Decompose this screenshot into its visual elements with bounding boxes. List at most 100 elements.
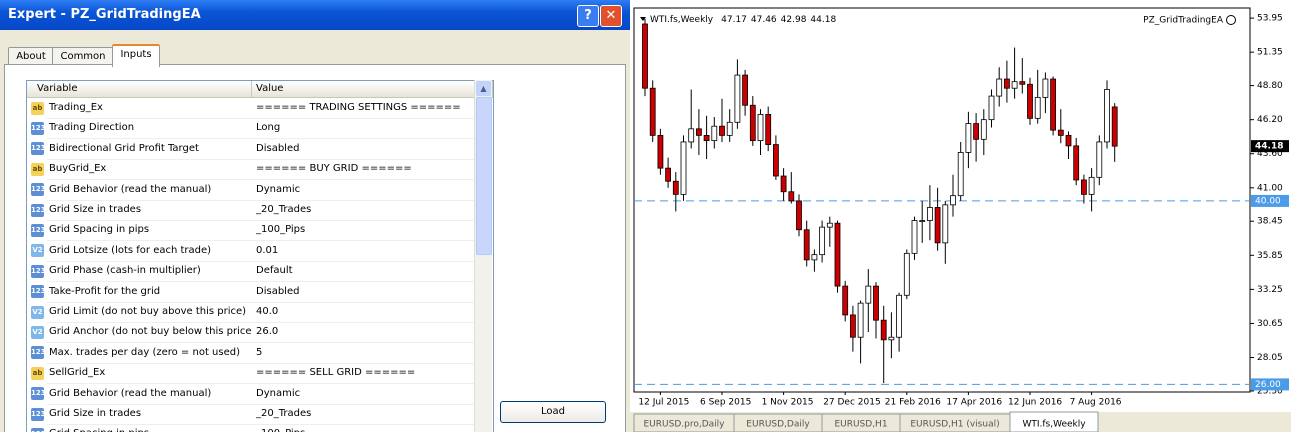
candle-body [826,222,833,228]
header-field: 42.98 [781,15,807,25]
candle-body [834,222,841,287]
expert-name: PZ_GridTradingEA [1143,16,1224,26]
row-icon: 123 [31,142,46,156]
candle-body [873,285,879,321]
variable-cell: Grid Size in trades [47,200,252,221]
row-icon: 123 [31,427,46,432]
header-field: 44.18 [810,15,836,25]
expert-smiley [1226,15,1236,25]
close-button[interactable]: ✕ [600,5,622,27]
variable-cell: Bidirectional Grid Profit Target [47,139,252,160]
value-cell: _20_Trades [252,404,492,425]
help-button[interactable]: ? [577,5,599,27]
candle-body [980,119,987,140]
value-cell: _100_Pips [252,424,492,432]
scroll-thumb[interactable] [476,97,492,255]
candle-body [1003,78,1010,89]
header-field: 47.17 [721,15,747,25]
candle-body [903,252,910,296]
candle-body [696,128,702,136]
chart-tab-label: WTI.fs,Weekly [1022,420,1086,430]
variable-cell: Take-Profit for the grid [47,282,252,303]
candle-body [749,104,756,142]
candle-body [711,125,718,142]
row-icon: 123 [31,264,46,278]
variable-cell: Grid Spacing in pips [47,424,252,432]
x-tick-label: 21 Feb 2016 [885,398,941,408]
price-tag [1251,140,1289,153]
variable-cell: Grid Behavior (read the manual) [47,180,252,201]
row-icon: ab [31,366,44,380]
candle-body [1057,129,1064,136]
candle-body [1096,141,1103,178]
candle-body [1065,134,1072,147]
candle-body [896,294,903,338]
candle-body [1011,81,1018,89]
variable-cell: Grid Behavior (read the manual) [47,384,252,405]
row-icon: 123 [31,407,46,421]
candle-body [772,144,779,177]
variable-cell: Grid Size in trades [47,404,252,425]
candle-body [865,285,872,304]
candle-body [780,175,787,193]
scroll-up[interactable]: ▲ [476,81,491,96]
x-tick-label: 1 Nov 2015 [762,398,814,408]
tab[interactable]: Common [52,47,114,65]
row-icon: 123 [31,183,46,197]
variable-cell: Trading_Ex [47,98,252,119]
dialog-title: Expert - PZ_GridTradingEA [8,7,201,22]
y-tick-label: 41.00 [1257,183,1283,193]
candle-body [911,220,918,254]
value-cell: _100_Pips [252,220,492,242]
candle-body [965,123,972,153]
chart-tab [1009,411,1099,432]
y-tick-label: 28.05 [1257,353,1283,363]
variable-cell: BuyGrid_Ex [47,159,252,181]
row-icon: V2 [31,244,44,258]
candle-body [880,319,887,341]
chart-tab-label: EURUSD,Daily [746,420,810,430]
candle-body [1080,179,1087,195]
y-tick-label: 35.85 [1257,251,1283,261]
value-cell: ====== BUY GRID ====== [252,159,492,181]
x-tick-label: 7 Aug 2016 [1070,398,1122,408]
candle-body [849,314,856,338]
row-icon: V2 [31,325,44,339]
candle-body [680,141,687,195]
value-cell: Dynamic [252,384,492,405]
candle-body [1042,78,1049,98]
candle-body [649,87,656,136]
candle-body [857,302,864,338]
chart-tab-label: EURUSD,H1 [834,420,887,430]
value-cell: Long [252,118,492,140]
variable-cell: Grid Spacing in pips [47,220,252,242]
x-tick-label: 12 Jun 2016 [1008,398,1062,408]
y-tick-label: 25.50 [1257,386,1283,396]
chart-tab-label: EURUSD,H1 (visual) [910,420,999,430]
candle-body [926,207,933,221]
y-tick-label: 51.35 [1257,48,1283,58]
row-icon: ab [31,162,44,176]
variable-cell: Grid Lotsize (lots for each trade) [47,241,252,262]
candle-body [1111,106,1118,147]
load-button[interactable]: Load [500,401,606,423]
level-label: 40.00 [1255,196,1281,206]
x-tick-label: 17 Apr 2016 [946,398,1002,408]
value-cell: _20_Trades [252,200,492,221]
variable-cell: Trading Direction [47,118,252,140]
scrollbar[interactable]: ▲ [474,80,492,432]
row-icon: 123 [31,223,46,237]
candle-body [719,125,725,136]
x-tick-label: 12 Jul 2015 [638,398,689,408]
variable-cell: Grid Limit (do not buy above this price) [47,302,252,323]
chart: WTI.fs,Weekly 47.17 47.46 42.98 44.18 PZ_Gri… [630,0,1291,432]
value-cell: ====== SELL GRID ====== [252,363,492,385]
tab[interactable]: Inputs [112,44,160,67]
candle-body [819,226,826,256]
tab[interactable]: About [8,47,54,65]
candle-body [665,167,671,182]
candle-body [1104,89,1110,143]
value-cell: 0.01 [252,241,492,262]
y-tick-label: 33.25 [1257,285,1283,295]
